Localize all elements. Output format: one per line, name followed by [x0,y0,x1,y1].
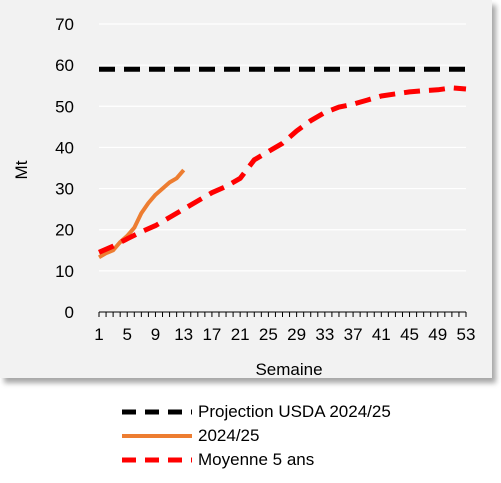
y-tick-label: 20 [55,221,74,240]
x-tick-label: 21 [231,325,250,344]
legend-swatch-orange-solid [122,434,192,438]
series-lines [97,66,467,260]
series-line-2 [98,85,467,255]
legend-swatch-red-dashed [122,457,192,463]
x-tick-label: 17 [202,325,221,344]
x-tick-label: 13 [174,325,193,344]
series-line-1 [97,168,186,260]
legend-swatch-black-dashed [122,409,192,415]
x-axis-label: Semaine [255,360,322,378]
y-axis-label: Mt [12,160,31,179]
legend-label: Projection USDA 2024/25 [198,402,391,421]
x-tick-label: 33 [315,325,334,344]
x-tick-label: 1 [94,325,103,344]
x-tick-label: 53 [457,325,476,344]
axes: 0 10 20 30 40 50 60 70 1 5 9 13 17 21 25 29 33 37 41 45 49 53 [55,15,475,344]
x-tick-label: 41 [372,325,391,344]
x-tick-label: 45 [400,325,419,344]
legend-item-5-year-average: Moyenne 5 ans [120,448,480,472]
x-tick-label: 25 [259,325,278,344]
y-tick-label: 70 [55,15,74,34]
line-chart: 0 10 20 30 40 50 60 70 1 5 9 13 17 21 25 29 33 37 41 45 49 53… [12,15,475,378]
y-tick-label: 10 [55,262,74,281]
x-tick-label: 49 [428,325,447,344]
legend-item-2024-25: 2024/25 [120,424,480,448]
x-tick-label: 5 [122,325,131,344]
y-tick-label: 0 [65,303,74,322]
legend-label: Moyenne 5 ans [198,450,315,469]
y-tick-label: 50 [55,97,74,116]
x-tick-label: 29 [287,325,306,344]
y-tick-label: 40 [55,138,74,157]
legend: Projection USDA 2024/25 2024/25 Moyenne … [120,400,480,472]
gridlines [99,23,466,272]
y-tick-label: 30 [55,180,74,199]
x-tick-label: 37 [344,325,363,344]
plot-area: 0 10 20 30 40 50 60 70 1 5 9 13 17 21 25 29 33 37 41 45 49 53… [0,0,492,378]
y-tick-label: 60 [55,56,74,75]
x-tick-label: 9 [151,325,160,344]
legend-label: 2024/25 [198,426,260,445]
legend-item-usda-projection: Projection USDA 2024/25 [120,400,480,424]
